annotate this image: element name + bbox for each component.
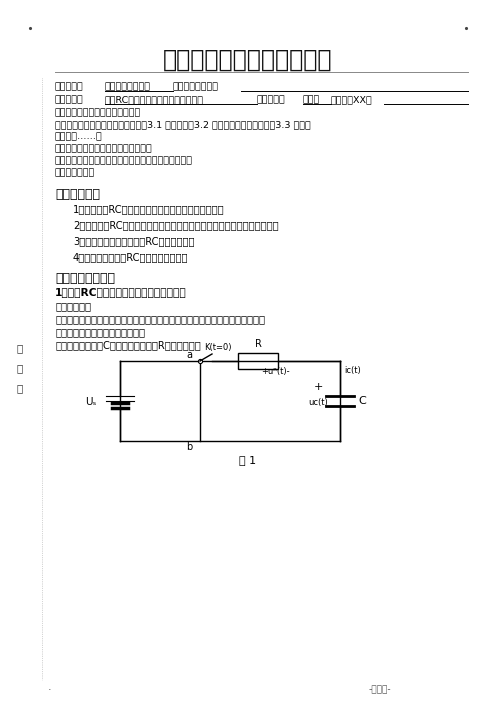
Text: ·: ·: [48, 685, 52, 695]
Text: R: R: [254, 339, 261, 349]
Text: C: C: [358, 396, 366, 406]
Text: -可续编-: -可续编-: [369, 685, 391, 694]
Text: 一、实验目的: 一、实验目的: [55, 188, 100, 201]
Text: 1、熟悉一阶RC电路的零状态响应、零输入响应过程。: 1、熟悉一阶RC电路的零状态响应、零输入响应过程。: [73, 204, 225, 214]
Text: +: +: [313, 382, 323, 392]
Text: b: b: [186, 442, 192, 452]
Text: iᴄ(t): iᴄ(t): [344, 366, 361, 375]
Text: 电路在无激励情况下，由储能元件的初始状态引起的响应，即电路初始状态不为: 电路在无激励情况下，由储能元件的初始状态引起的响应，即电路初始状态不为: [55, 314, 265, 324]
Text: 四、主要仪器设备五、实验步骤与过程: 四、主要仪器设备五、实验步骤与过程: [55, 144, 153, 153]
Text: 同组学生XX：: 同组学生XX：: [331, 95, 373, 104]
Text: 三、实验方案设计与实验参数计算（3.1 总体设计、3.2 各功能电路设计与计算、3.3 完整的: 三、实验方案设计与实验参数计算（3.1 总体设计、3.2 各功能电路设计与计算、…: [55, 120, 311, 129]
Text: 二、实验理论基础: 二、实验理论基础: [55, 272, 115, 285]
Text: 课程名称：: 课程名称：: [55, 82, 84, 91]
Text: 实验名称：: 实验名称：: [55, 95, 84, 104]
Text: 指导老师：成绩：: 指导老师：成绩：: [173, 82, 219, 91]
Text: 电子电路设计实验: 电子电路设计实验: [105, 82, 151, 91]
Text: 订: 订: [17, 363, 23, 373]
Text: 八、讨论、心得: 八、讨论、心得: [55, 168, 95, 177]
Text: 2、研究一阶RC电路在零输入、阶跃激励情况下，响应的基本规律和特点。: 2、研究一阶RC电路在零输入、阶跃激励情况下，响应的基本规律和特点。: [73, 220, 279, 230]
Text: 零，输入为零所引起的电路响应。: 零，输入为零所引起的电路响应。: [55, 327, 145, 337]
Text: 1、一阶RC电路的零输入响应（放电过程）: 1、一阶RC电路的零输入响应（放电过程）: [55, 287, 187, 297]
Text: K(t=0): K(t=0): [204, 343, 232, 352]
Text: 装: 装: [17, 343, 23, 353]
Text: （实际上是电容器C的初始电压经电阻R放电过程。）: （实际上是电容器C的初始电压经电阻R放电过程。）: [55, 340, 201, 350]
Text: 六、实验调试、实验数据记录七、实验结果和分析处理: 六、实验调试、实验数据记录七、实验结果和分析处理: [55, 156, 193, 165]
Text: +uᴿ(t)-: +uᴿ(t)-: [261, 367, 289, 376]
Text: 3、学习用示波器观察分析RC电路的响应。: 3、学习用示波器观察分析RC电路的响应。: [73, 236, 194, 246]
Text: 4、从响应曲线中求RC电路的时间常数。: 4、从响应曲线中求RC电路的时间常数。: [73, 252, 188, 262]
Text: 三墩职业技术学院实验报告: 三墩职业技术学院实验报告: [163, 48, 333, 72]
Text: 零输入响应：: 零输入响应：: [55, 301, 91, 311]
Text: 探究类: 探究类: [303, 95, 320, 104]
Text: 一阶RC电路的瞬态响应过程实验研究: 一阶RC电路的瞬态响应过程实验研究: [105, 95, 204, 104]
Text: 图 1: 图 1: [240, 455, 256, 465]
Text: 实验类型：: 实验类型：: [257, 95, 286, 104]
Text: a: a: [186, 350, 192, 360]
Text: Uₛ: Uₛ: [85, 397, 96, 407]
Text: 线: 线: [17, 383, 23, 393]
Text: 一、实验目的二、实验任务与要求: 一、实验目的二、实验任务与要求: [55, 108, 141, 117]
Bar: [238, 353, 278, 369]
Text: uᴄ(t): uᴄ(t): [308, 399, 328, 407]
Text: 实验电路……）: 实验电路……）: [55, 132, 103, 141]
